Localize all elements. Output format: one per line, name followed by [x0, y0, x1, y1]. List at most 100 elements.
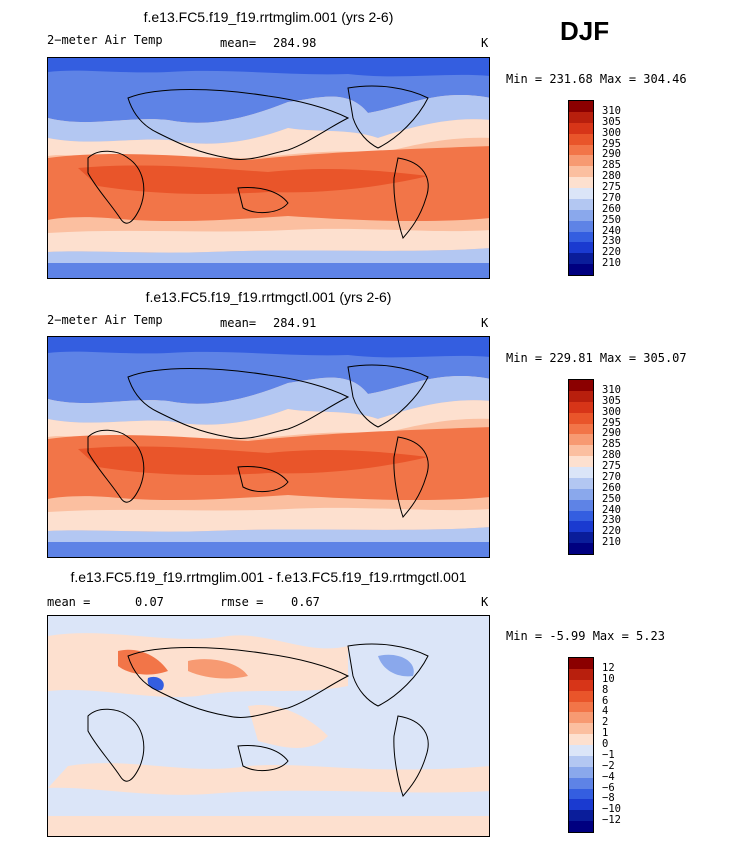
colorbar-swatch: [569, 133, 593, 145]
colorbar-tick-label: 305: [602, 394, 621, 407]
colorbar-swatch: [569, 177, 593, 188]
colorbar-tick-label: 285: [602, 438, 621, 451]
colorbar-tick-label: 275: [602, 460, 621, 472]
colorbar-tick-label: 0: [602, 738, 609, 750]
colorbar-tick-label: 260: [602, 202, 621, 215]
colorbar-swatch: [569, 712, 593, 724]
colorbar-tick-label: 260: [602, 481, 621, 494]
colorbar-tick-label: 300: [602, 126, 621, 139]
panel-1-mean-label: mean=: [220, 36, 257, 50]
colorbar-swatch: [569, 209, 593, 221]
panel-1-variable-label: 2−meter Air Temp: [47, 33, 163, 47]
colorbar-swatch: [569, 788, 593, 800]
panel-2-variable-label: 2−meter Air Temp: [47, 313, 163, 327]
panel-1-minmax: Min = 231.68 Max = 304.46: [506, 72, 687, 86]
panel-1-map: [47, 57, 490, 279]
colorbar-tick-label: 230: [602, 235, 621, 248]
colorbar-swatch: [569, 188, 593, 199]
colorbar-tick-label: 210: [602, 536, 621, 549]
panel-1-units: K: [481, 36, 489, 50]
colorbar-swatch: [569, 477, 593, 489]
panel-3-title: f.e13.FC5.f19_f19.rrtmglim.001 - f.e13.F…: [70, 569, 467, 585]
panel-3-rmse-label: rmse =: [220, 595, 264, 609]
colorbar-swatch: [569, 745, 593, 756]
colorbar-tick-label: 6: [602, 694, 609, 707]
colorbar-swatch: [569, 242, 593, 254]
colorbar-tick-label: 1: [602, 727, 609, 740]
colorbar-tick-label: 250: [602, 213, 621, 226]
colorbar-swatch: [569, 799, 593, 811]
panel-3-minmax: Min = -5.99 Max = 5.23: [506, 629, 665, 643]
colorbar-swatch: [569, 101, 593, 112]
colorbar-tick-label: 10: [602, 672, 615, 685]
colorbar-tick-label: −1: [602, 748, 615, 761]
colorbar-swatch: [569, 821, 593, 832]
colorbar-swatch: [569, 253, 593, 265]
colorbar-swatch: [569, 144, 593, 156]
colorbar-swatch: [569, 434, 593, 446]
colorbar-swatch: [569, 701, 593, 713]
colorbar-tick-label: 2: [602, 716, 609, 729]
colorbar-tick-label: 250: [602, 492, 621, 505]
colorbar-swatch: [569, 690, 593, 702]
colorbar-swatch: [569, 810, 593, 822]
colorbar-tick-label: −8: [602, 792, 615, 805]
colorbar-tick-label: −4: [602, 770, 615, 783]
colorbar-tick-label: −10: [602, 803, 621, 816]
colorbar-tick-label: 295: [602, 137, 621, 150]
panel-3-units: K: [481, 595, 489, 609]
colorbar-tick-label: 305: [602, 115, 621, 128]
colorbar-tick-label: −12: [602, 814, 621, 827]
panel-3-colorbar: [568, 657, 594, 833]
colorbar-tick-label: 240: [602, 224, 621, 237]
colorbar-swatch: [569, 264, 593, 275]
colorbar-swatch: [569, 679, 593, 691]
colorbar-tick-label: 285: [602, 159, 621, 172]
colorbar-tick-label: 290: [602, 148, 621, 161]
colorbar-swatch: [569, 198, 593, 210]
colorbar-swatch: [569, 220, 593, 232]
colorbar-tick-label: 290: [602, 427, 621, 440]
panel-3-mean-value: 0.07: [135, 595, 164, 609]
colorbar-tick-label: 12: [602, 661, 615, 674]
colorbar-swatch: [569, 777, 593, 789]
panel-2-mean-value: 284.91: [273, 316, 317, 330]
panel-3-mean-label: mean =: [47, 595, 91, 609]
colorbar-swatch: [569, 766, 593, 778]
panel-1-mean-value: 284.98: [273, 36, 317, 50]
panel-3-rmse-value: 0.67: [291, 595, 320, 609]
colorbar-swatch: [569, 412, 593, 424]
colorbar-swatch: [569, 390, 593, 402]
colorbar-swatch: [569, 543, 593, 554]
colorbar-swatch: [569, 423, 593, 435]
panel-2-minmax: Min = 229.81 Max = 305.07: [506, 351, 687, 365]
panel-2-mean-label: mean=: [220, 316, 257, 330]
colorbar-tick-label: 240: [602, 503, 621, 516]
panel-2-title: f.e13.FC5.f19_f19.rrtmgctl.001 (yrs 2-6): [145, 289, 392, 305]
colorbar-tick-label: 270: [602, 191, 621, 204]
colorbar-swatch: [569, 122, 593, 134]
colorbar-swatch: [569, 445, 593, 457]
colorbar-tick-label: 310: [602, 104, 621, 117]
colorbar-tick-label: 270: [602, 470, 621, 483]
colorbar-swatch: [569, 231, 593, 243]
colorbar-swatch: [569, 155, 593, 167]
colorbar-swatch: [569, 499, 593, 511]
colorbar-tick-label: 4: [602, 705, 609, 718]
colorbar-tick-label: 275: [602, 181, 621, 193]
colorbar-tick-label: 280: [602, 449, 621, 462]
colorbar-tick-label: 8: [602, 683, 609, 696]
colorbar-tick-label: 295: [602, 416, 621, 429]
colorbar-swatch: [569, 734, 593, 745]
colorbar-tick-label: 280: [602, 170, 621, 183]
colorbar-tick-label: −2: [602, 759, 615, 772]
panel-2-map: [47, 336, 490, 558]
colorbar-swatch: [569, 521, 593, 533]
colorbar-swatch: [569, 658, 593, 669]
colorbar-tick-label: 220: [602, 525, 621, 538]
panel-1-title: f.e13.FC5.f19_f19.rrtmglim.001 (yrs 2-6): [143, 9, 394, 25]
colorbar-swatch: [569, 488, 593, 500]
panel-1-colorbar: [568, 100, 594, 276]
colorbar-swatch: [569, 467, 593, 478]
colorbar-swatch: [569, 166, 593, 178]
